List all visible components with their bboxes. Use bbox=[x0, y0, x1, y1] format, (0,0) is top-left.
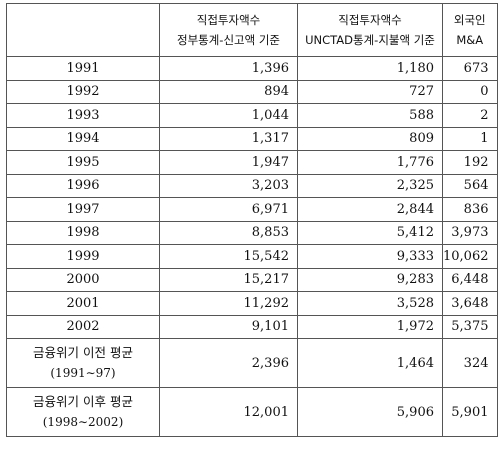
gov-value-cell: 1,396 bbox=[159, 56, 298, 81]
table-row: 1998 8,853 5,412 3,973 bbox=[6, 220, 498, 245]
mna-value-cell: 10,062 bbox=[442, 244, 498, 269]
gov-value-cell: 15,542 bbox=[159, 244, 298, 269]
mna-value-cell: 2 bbox=[442, 103, 498, 128]
mna-value-cell: 836 bbox=[442, 197, 498, 222]
gov-value-cell: 1,044 bbox=[159, 103, 298, 128]
table-row: 1996 3,203 2,325 564 bbox=[6, 173, 498, 198]
unctad-value-cell: 588 bbox=[297, 103, 443, 128]
header-blank-cell bbox=[6, 3, 160, 57]
mna-average-cell: 324 bbox=[442, 338, 498, 388]
year-cell: 2002 bbox=[6, 314, 160, 339]
unctad-value-cell: 809 bbox=[297, 126, 443, 151]
header-unctad-title: 직접투자액수 bbox=[338, 13, 402, 27]
header-mna-cell: 외국인 M&A bbox=[442, 3, 498, 57]
unctad-value-cell: 2,325 bbox=[297, 173, 443, 198]
table-row: 1991 1,396 1,180 673 bbox=[6, 56, 498, 81]
year-cell: 1999 bbox=[6, 244, 160, 269]
gov-value-cell: 8,853 bbox=[159, 220, 298, 245]
year-cell: 1993 bbox=[6, 103, 160, 128]
mna-value-cell: 6,448 bbox=[442, 267, 498, 292]
fdi-table: 직접투자액수 정부통계-신고액 기준 직접투자액수 UNCTAD통계-지불액 기… bbox=[6, 3, 498, 437]
header-gov-subtitle: 정부통계-신고액 기준 bbox=[176, 33, 281, 47]
header-unctad-cell: 직접투자액수 UNCTAD통계-지불액 기준 bbox=[297, 3, 443, 57]
average-row: 금융위기 이전 평균 (1991∼97) 2,396 1,464 324 bbox=[6, 338, 498, 388]
gov-value-cell: 894 bbox=[159, 79, 298, 104]
header-row: 직접투자액수 정부통계-신고액 기준 직접투자액수 UNCTAD통계-지불액 기… bbox=[6, 3, 498, 57]
year-cell: 2000 bbox=[6, 267, 160, 292]
year-cell: 1998 bbox=[6, 220, 160, 245]
table-row: 1992 894 727 0 bbox=[6, 79, 498, 104]
table-row: 1995 1,947 1,776 192 bbox=[6, 150, 498, 175]
average-period: (1991∼97) bbox=[50, 366, 116, 380]
average-row: 금융위기 이후 평균 (1998∼2002) 12,001 5,906 5,901 bbox=[6, 387, 498, 437]
year-cell: 1994 bbox=[6, 126, 160, 151]
table-row: 1993 1,044 588 2 bbox=[6, 103, 498, 128]
header-gov-cell: 직접투자액수 정부통계-신고액 기준 bbox=[159, 3, 298, 57]
table-row: 2002 9,101 1,972 5,375 bbox=[6, 314, 498, 339]
gov-value-cell: 11,292 bbox=[159, 291, 298, 316]
header-unctad-subtitle: UNCTAD통계-지불액 기준 bbox=[305, 33, 435, 47]
header-mna-subtitle: M&A bbox=[456, 33, 484, 47]
average-label-cell: 금융위기 이전 평균 (1991∼97) bbox=[6, 338, 160, 388]
unctad-value-cell: 1,972 bbox=[297, 314, 443, 339]
average-label: 금융위기 이전 평균 bbox=[33, 345, 133, 360]
mna-average-cell: 5,901 bbox=[442, 387, 498, 437]
year-cell: 1996 bbox=[6, 173, 160, 198]
gov-average-cell: 12,001 bbox=[159, 387, 298, 437]
year-cell: 1992 bbox=[6, 79, 160, 104]
unctad-value-cell: 727 bbox=[297, 79, 443, 104]
gov-value-cell: 1,947 bbox=[159, 150, 298, 175]
unctad-average-cell: 1,464 bbox=[297, 338, 443, 388]
gov-value-cell: 6,971 bbox=[159, 197, 298, 222]
year-cell: 1991 bbox=[6, 56, 160, 81]
year-cell: 1997 bbox=[6, 197, 160, 222]
unctad-value-cell: 9,333 bbox=[297, 244, 443, 269]
unctad-average-cell: 5,906 bbox=[297, 387, 443, 437]
gov-value-cell: 1,317 bbox=[159, 126, 298, 151]
average-period: (1998∼2002) bbox=[42, 415, 124, 429]
year-cell: 2001 bbox=[6, 291, 160, 316]
table-row: 1999 15,542 9,333 10,062 bbox=[6, 244, 498, 269]
mna-value-cell: 673 bbox=[442, 56, 498, 81]
mna-value-cell: 0 bbox=[442, 79, 498, 104]
year-cell: 1995 bbox=[6, 150, 160, 175]
mna-value-cell: 3,648 bbox=[442, 291, 498, 316]
header-gov-title: 직접투자액수 bbox=[196, 13, 261, 27]
unctad-value-cell: 5,412 bbox=[297, 220, 443, 245]
header-mna-title: 외국인 bbox=[453, 13, 486, 27]
gov-value-cell: 3,203 bbox=[159, 173, 298, 198]
table-row: 1994 1,317 809 1 bbox=[6, 126, 498, 151]
table-row: 2000 15,217 9,283 6,448 bbox=[6, 267, 498, 292]
unctad-value-cell: 1,180 bbox=[297, 56, 443, 81]
unctad-value-cell: 9,283 bbox=[297, 267, 443, 292]
mna-value-cell: 564 bbox=[442, 173, 498, 198]
table-row: 1997 6,971 2,844 836 bbox=[6, 197, 498, 222]
average-label: 금융위기 이후 평균 bbox=[33, 394, 133, 409]
mna-value-cell: 1 bbox=[442, 126, 498, 151]
gov-value-cell: 15,217 bbox=[159, 267, 298, 292]
gov-value-cell: 9,101 bbox=[159, 314, 298, 339]
unctad-value-cell: 2,844 bbox=[297, 197, 443, 222]
unctad-value-cell: 3,528 bbox=[297, 291, 443, 316]
mna-value-cell: 5,375 bbox=[442, 314, 498, 339]
unctad-value-cell: 1,776 bbox=[297, 150, 443, 175]
mna-value-cell: 3,973 bbox=[442, 220, 498, 245]
mna-value-cell: 192 bbox=[442, 150, 498, 175]
average-label-cell: 금융위기 이후 평균 (1998∼2002) bbox=[6, 387, 160, 437]
gov-average-cell: 2,396 bbox=[159, 338, 298, 388]
table-row: 2001 11,292 3,528 3,648 bbox=[6, 291, 498, 316]
